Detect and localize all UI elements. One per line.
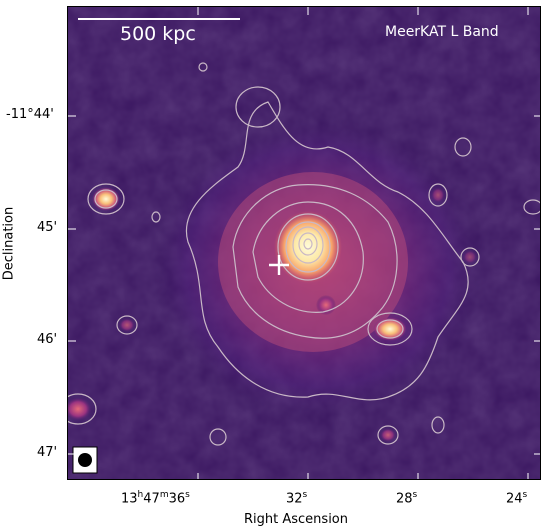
scale-bar-label: 500 kpc [120,23,196,45]
band-label: MeerKAT L Band [385,24,499,40]
contour-inner [252,201,364,313]
contour-south-east-small [431,416,445,434]
compact-source-south-faint [380,428,396,442]
x-tick-seconds: 24 [506,491,523,507]
x-tick-label-first: 13h47m36s [121,490,190,507]
x-tick-hours: 13 [121,491,138,507]
contour-west-faint [116,315,138,335]
y-tick-label: 45' [37,220,58,235]
contour-east-2 [376,319,404,339]
contours [68,62,540,446]
x-tick-label: 28s [396,490,418,507]
compact-source-west [92,187,120,211]
radio-map [68,7,540,479]
x-tick-label: 24s [506,490,528,507]
contour-east-faint [460,247,480,267]
y-tick-label: -11°44' [6,107,54,122]
central-source [274,211,342,283]
contour-southwest [68,393,97,425]
contour-mid [232,184,398,339]
contour-north [235,86,281,128]
compact-source-east-faint [463,250,477,264]
y-tick-label: 46' [37,332,58,347]
x-tick-seconds: 36 [168,491,186,507]
plus-marker [269,255,289,275]
y-axis-label: Declination [1,206,17,281]
x-tick-minutes: 47 [143,491,160,507]
compact-source-west-faint [119,318,135,332]
contour-core-2 [285,221,331,273]
contour-northeast [428,183,448,207]
x-tick-seconds: 32 [286,491,303,507]
contour-core-3 [292,226,324,264]
contour-core-1 [277,213,339,281]
x-tick-label: 32s [286,490,308,507]
contour-south-faint-1 [377,425,399,445]
compact-source-southwest [68,397,92,421]
image-panel: 500 kpc MeerKAT L Band [67,6,541,480]
contour-tiny-1 [151,211,161,223]
contour-east-1 [367,312,413,346]
contour-tiny-2 [198,62,208,72]
beam-ellipse [78,453,92,467]
compact-source-east [373,317,407,341]
x-axis-label: Right Ascension [244,512,348,527]
contour-south-small [209,428,227,446]
contour-core-4 [298,232,318,256]
compact-source-northeast [431,187,445,203]
x-tick-seconds: 28 [396,491,413,507]
contour-far-east [523,199,540,215]
contour-core-5 [303,238,313,250]
inner-ticks [68,7,540,479]
y-tick-label: 47' [37,445,58,460]
contour-west-1 [87,183,125,215]
contour-west-2 [94,189,118,209]
contour-north-east-small [454,137,472,157]
